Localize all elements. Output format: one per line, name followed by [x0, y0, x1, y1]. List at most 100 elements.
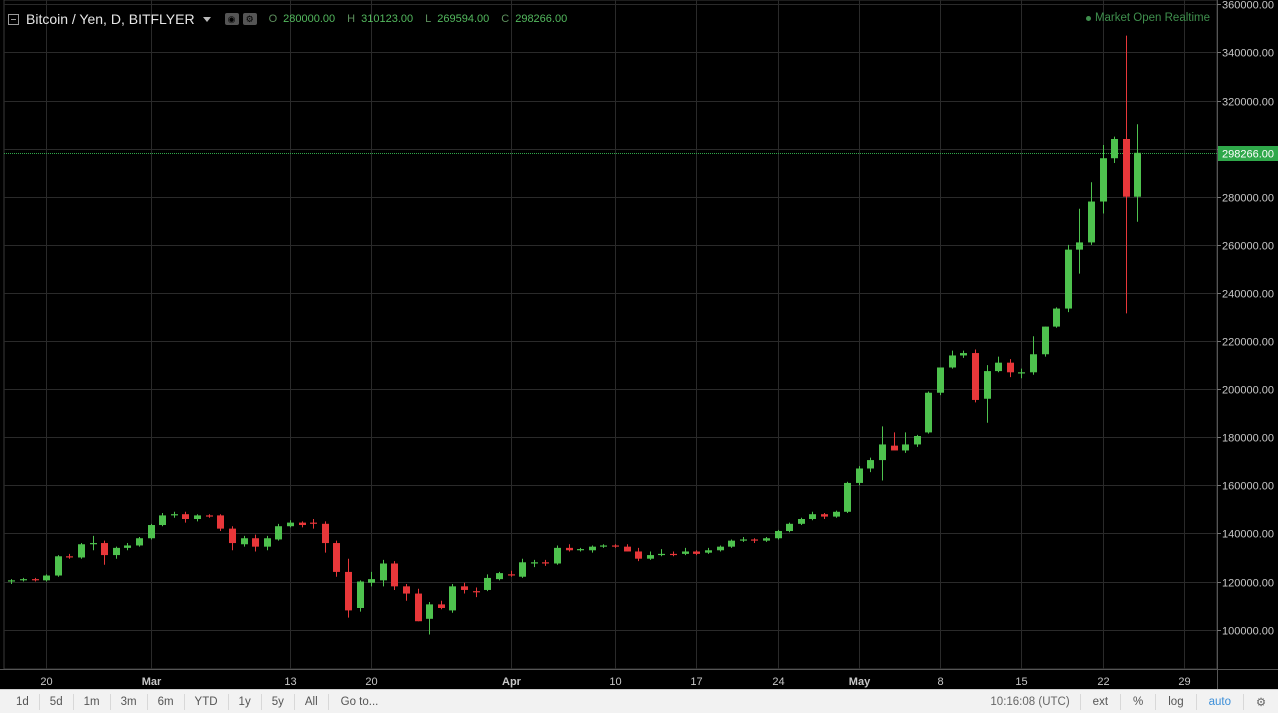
candle-body	[705, 550, 712, 553]
percent-toggle[interactable]: %	[1121, 693, 1157, 710]
candle-body	[1123, 138, 1130, 197]
candle-body	[357, 581, 364, 608]
candle-body	[833, 511, 840, 517]
y-tick-label: 240000.00	[1222, 289, 1274, 301]
candle-body	[763, 538, 770, 541]
candle-body	[182, 514, 189, 520]
candle-body	[287, 522, 294, 527]
candle-body	[891, 445, 898, 451]
candle-body	[786, 523, 793, 532]
candle-body	[8, 580, 15, 582]
y-tick-label: 220000.00	[1222, 337, 1274, 349]
candle-body	[577, 549, 584, 551]
candle-body	[1018, 372, 1025, 374]
candle-body	[310, 522, 317, 524]
candle-body	[43, 575, 50, 581]
candle-body	[333, 543, 340, 572]
candle-body	[113, 547, 120, 556]
candle-body	[1042, 326, 1049, 355]
candle-body	[589, 546, 596, 551]
candle-body	[937, 367, 944, 393]
axis-layer: 100000.00 120000.00 140000.00 160000.00 1800…	[40, 0, 1278, 688]
candle-body	[171, 514, 178, 516]
status-dot-icon	[1085, 15, 1091, 21]
symbol-title[interactable]: Bitcoin / Yen, D, BITFLYER	[26, 11, 195, 27]
candle-body	[1065, 249, 1072, 309]
range-3m-button[interactable]: 3m	[111, 693, 148, 710]
x-tick-label: 17	[690, 676, 702, 688]
candle-body	[20, 579, 27, 581]
y-tick-label: 160000.00	[1222, 481, 1274, 493]
price-chart[interactable]: 100000.00 120000.00 140000.00 160000.00 1800…	[0, 0, 1278, 689]
candle-body	[1076, 242, 1083, 250]
range-ytd-button[interactable]: YTD	[185, 693, 229, 710]
candle-body	[206, 515, 213, 517]
x-tick-label: 10	[609, 676, 621, 688]
candle-body	[229, 528, 236, 544]
market-status-text: Market Open Realtime	[1094, 12, 1210, 24]
candle-body	[600, 545, 607, 547]
ext-toggle[interactable]: ext	[1081, 693, 1122, 710]
candle-body	[275, 526, 282, 540]
last-price-tag	[1218, 146, 1278, 161]
candle-body	[299, 522, 306, 526]
x-tick-label: 8	[937, 676, 943, 688]
candle-body	[531, 562, 538, 564]
candle-body	[751, 539, 758, 541]
plot-frame	[3, 0, 1218, 670]
range-all-button[interactable]: All	[295, 693, 329, 710]
range-1m-button[interactable]: 1m	[74, 693, 111, 710]
y-tick-label: 340000.00	[1222, 48, 1274, 60]
candle-body	[925, 392, 932, 433]
y-tick-label: 320000.00	[1222, 97, 1274, 109]
candle-body	[484, 577, 491, 590]
eye-icon[interactable]: ◉	[224, 13, 239, 25]
goto-button[interactable]: Go to...	[340, 695, 379, 708]
candle-body	[124, 545, 131, 548]
last-price-label: 298266.00	[1222, 149, 1274, 161]
range-5d-button[interactable]: 5d	[40, 693, 74, 710]
candle-body	[809, 514, 816, 520]
market-status: Market Open Realtime	[1085, 12, 1210, 24]
candle-body	[90, 543, 97, 545]
candle-body	[159, 515, 166, 526]
candle-body	[984, 371, 991, 399]
gear-icon[interactable]: ⚙	[242, 13, 257, 25]
low-key: L	[425, 13, 432, 25]
candle-body	[775, 531, 782, 539]
candle-body	[1111, 138, 1118, 159]
x-tick-label: 29	[1178, 676, 1190, 688]
y-tick-label: 120000.00	[1222, 578, 1274, 590]
x-tick-label: 24	[772, 676, 784, 688]
log-toggle[interactable]: log	[1156, 693, 1197, 710]
candle-body	[1088, 201, 1095, 243]
candle-body	[658, 553, 665, 556]
candle-body	[995, 362, 1002, 372]
y-tick-label: 360000.00	[1222, 0, 1274, 12]
gear-icon[interactable]: ⚙	[1255, 696, 1267, 709]
chevron-down-icon[interactable]	[202, 16, 211, 22]
candle-body	[740, 539, 747, 541]
candle-body	[821, 514, 828, 517]
candle-body	[461, 586, 468, 590]
candle-body	[426, 604, 433, 619]
candle-body	[345, 571, 352, 611]
candle-body	[647, 555, 654, 559]
range-5y-button[interactable]: 5y	[262, 693, 295, 710]
auto-toggle[interactable]: auto	[1197, 693, 1244, 710]
candle-body	[867, 460, 874, 469]
range-6m-button[interactable]: 6m	[148, 693, 185, 710]
candle-body	[136, 538, 143, 546]
candle-body	[960, 353, 967, 356]
candle-body	[438, 604, 445, 608]
range-1d-button[interactable]: 1d	[0, 693, 40, 710]
x-tick-label: 15	[1015, 676, 1027, 688]
candle-body	[449, 586, 456, 611]
legend-collapse-icon[interactable]	[8, 13, 19, 25]
candle-body	[101, 543, 108, 556]
candle-body	[542, 562, 549, 564]
bottom-toolbar: 1d 5d 1m 3m 6m YTD 1y 5y All Go to... 10…	[0, 689, 1278, 713]
range-1y-button[interactable]: 1y	[229, 693, 262, 710]
candle-body	[902, 444, 909, 451]
candle-body	[415, 593, 422, 622]
